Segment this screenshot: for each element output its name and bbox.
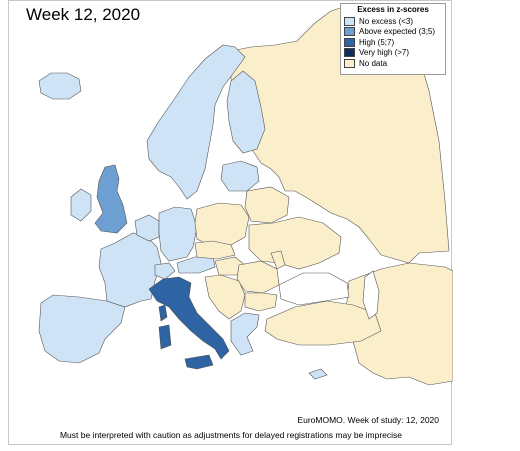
legend-item-no-excess: No excess (<3) [341, 16, 445, 27]
black-sea [278, 272, 350, 306]
region-iberia [38, 294, 126, 364]
caspian-sea [362, 270, 380, 320]
legend-item-above-expected: Above expected (3;5) [341, 27, 445, 38]
region-ukraine [248, 216, 342, 270]
legend-title: Excess in z-scores [357, 5, 429, 14]
region-baltics [220, 160, 260, 192]
region-scandinavia [146, 44, 246, 200]
legend-item-very-high: Very high (>7) [341, 48, 445, 59]
legend-label-no-data: No data [359, 58, 388, 68]
region-sicily [184, 354, 214, 370]
legend-swatch-no-data [344, 58, 355, 68]
region-moldova [270, 250, 286, 270]
legend-label-high: High (5;7) [359, 37, 395, 47]
region-corsica [158, 304, 168, 322]
region-great-britain [94, 164, 128, 234]
region-balkans [204, 274, 246, 320]
region-turkey [264, 300, 382, 346]
region-sardinia [158, 324, 172, 350]
region-benelux [134, 214, 160, 242]
map-legend: Excess in z-scores No excess (<3) Above … [340, 3, 446, 75]
region-belarus [244, 186, 290, 224]
region-france [98, 232, 162, 308]
region-bulgaria [244, 292, 278, 312]
legend-item-high: High (5;7) [341, 37, 445, 48]
region-cyprus [308, 368, 328, 380]
region-italy [148, 276, 230, 360]
region-czechia-slovakia [194, 240, 236, 260]
region-romania [236, 260, 280, 294]
map-title: Week 12, 2020 [26, 5, 141, 24]
legend-label-no-excess: No excess (<3) [359, 16, 414, 26]
legend-swatch-very-high [344, 48, 355, 58]
region-austria [176, 256, 216, 274]
caveat-note: Must be interpreted with caution as adju… [59, 430, 403, 440]
legend-item-no-data: No data [341, 58, 445, 69]
region-finland [226, 70, 266, 154]
region-ireland [70, 188, 92, 222]
legend-label-above-expected: Above expected (3;5) [359, 27, 436, 37]
legend-swatch-no-excess [344, 16, 355, 26]
region-greece [230, 312, 260, 356]
map-panel: Week 12, 2020 Excess in z-scores No exce… [8, 0, 453, 445]
region-poland [194, 202, 250, 246]
region-germany [158, 206, 198, 262]
source-credit: EuroMOMO. Week of study: 12, 2020 [297, 415, 439, 425]
legend-swatch-above-expected [344, 27, 355, 37]
region-iceland [38, 72, 82, 100]
region-switzerland [154, 262, 176, 280]
legend-label-very-high: Very high (>7) [359, 48, 410, 58]
legend-swatch-high [344, 37, 355, 47]
